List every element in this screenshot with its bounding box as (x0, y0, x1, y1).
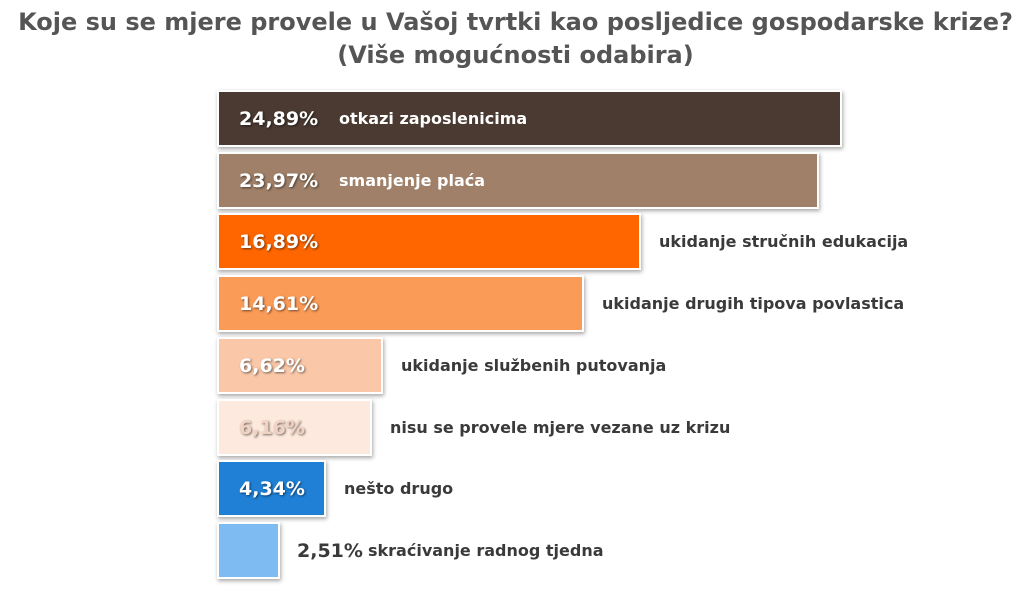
category-label-1: otkazi zaposlenicima (339, 109, 528, 128)
bar-4 (217, 275, 584, 332)
value-label-3: 16,89% (239, 231, 319, 253)
chart-title: Koje su se mjere provele u Vašoj tvrtki … (0, 6, 1031, 72)
category-label-2: smanjenje plaća (339, 171, 486, 190)
chart-subtitle: (Više mogućnosti odabira) (337, 41, 694, 69)
value-label-4: 14,61% (239, 293, 319, 315)
bar-7 (217, 460, 326, 517)
category-label-7: nešto drugo (344, 479, 454, 498)
value-label-5: 6,62% (239, 355, 305, 377)
bar-6 (217, 399, 372, 456)
value-label-7: 4,34% (239, 478, 305, 500)
bar-3 (217, 213, 641, 270)
category-label-4: ukidanje drugih tipova povlastica (602, 294, 905, 313)
chart-title-main: Koje su se mjere provele u Vašoj tvrtki … (18, 8, 1013, 36)
bar-8 (217, 522, 280, 579)
value-label-2: 23,97% (239, 170, 319, 192)
category-label-3: ukidanje stručnih edukacija (659, 232, 909, 251)
value-label-8: 2,51% (297, 540, 363, 562)
value-label-1: 24,89% (239, 108, 319, 130)
category-label-6: nisu se provele mjere vezane uz krizu (390, 418, 731, 437)
bar-2 (217, 152, 819, 209)
bar-1 (217, 90, 842, 147)
category-label-5: ukidanje službenih putovanja (401, 356, 667, 375)
bar-5 (217, 337, 383, 394)
value-label-6: 6,16% (239, 417, 305, 439)
category-label-8: skraćivanje radnog tjedna (368, 541, 604, 560)
